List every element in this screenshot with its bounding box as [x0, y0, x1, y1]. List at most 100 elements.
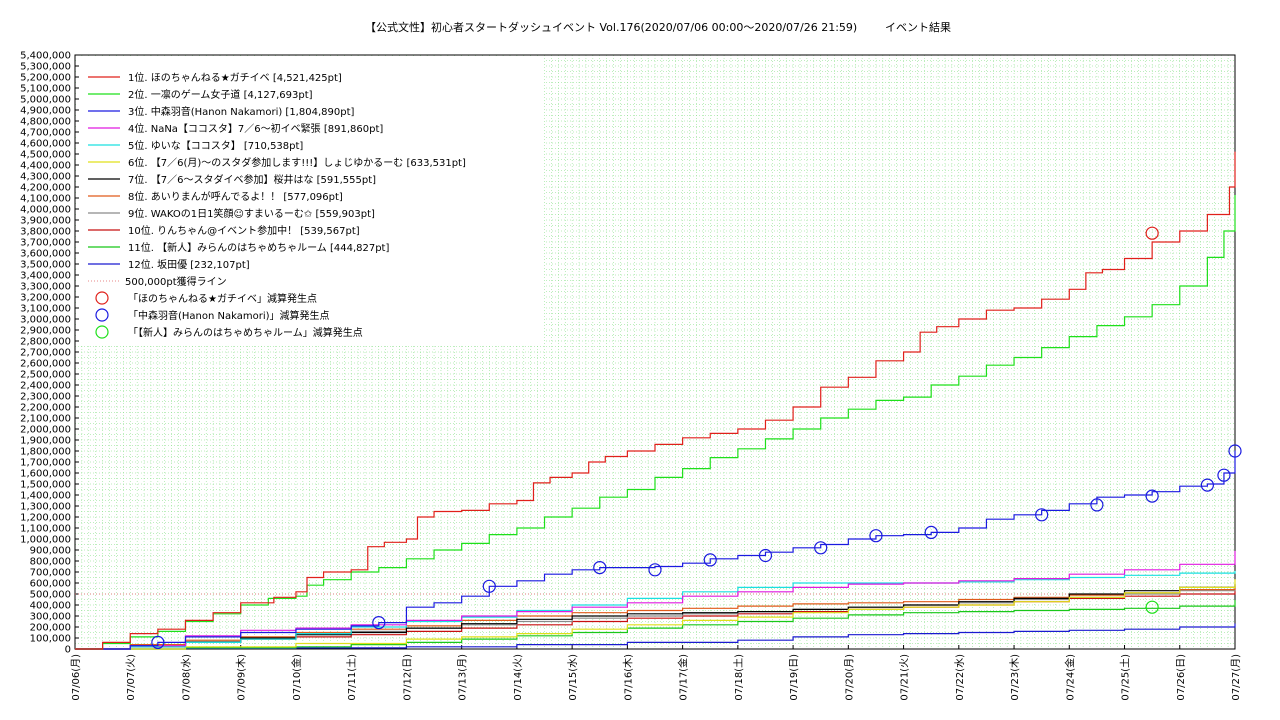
x-tick-label: 07/22(水)	[954, 654, 966, 701]
y-tick-label: 2,700,000	[20, 348, 71, 359]
deduction-marker	[593, 560, 607, 575]
legend-label: 「中森羽音(Hanon Nakamori)」減算発生点	[128, 309, 330, 322]
legend-label: 7位. 【7／6〜スタダイベ参加】桜井はな [591,555pt]	[128, 173, 376, 186]
y-tick-label: 3,500,000	[20, 260, 71, 271]
y-tick-label: 2,300,000	[20, 392, 71, 403]
plot-area: 0100,000200,000300,000400,000500,000600,…	[20, 51, 1242, 701]
deduction-marker	[703, 553, 717, 567]
y-tick-label: 4,500,000	[20, 150, 71, 161]
y-tick-label: 5,200,000	[20, 73, 71, 84]
y-tick-label: 4,000,000	[20, 205, 71, 216]
x-tick-label: 07/11(土)	[345, 654, 358, 701]
deduction-marker	[1200, 478, 1214, 492]
y-tick-label: 3,700,000	[20, 238, 71, 249]
y-tick-label: 2,400,000	[20, 381, 71, 392]
deduction-marker	[482, 579, 496, 593]
deduction-marker	[1228, 444, 1242, 458]
y-tick-label: 3,100,000	[20, 304, 71, 315]
deduction-marker	[1090, 498, 1104, 512]
y-tick-label: 3,900,000	[20, 216, 71, 227]
y-tick-label: 2,900,000	[20, 326, 71, 337]
deduction-marker	[1145, 600, 1159, 614]
legend-label: 10位. りんちゃん@イベント参加中！ [539,567pt]	[128, 224, 360, 237]
x-tick-label: 07/15(水)	[567, 654, 579, 701]
y-tick-label: 5,400,000	[20, 51, 71, 62]
y-tick-label: 0	[65, 645, 71, 656]
deduction-marker	[758, 548, 773, 563]
deduction-marker	[1145, 226, 1159, 240]
y-tick-label: 2,200,000	[20, 403, 71, 414]
y-tick-label: 4,700,000	[20, 128, 71, 139]
y-tick-label: 4,200,000	[20, 183, 71, 194]
x-tick-label: 07/20(月)	[843, 654, 855, 701]
y-tick-label: 3,200,000	[20, 293, 71, 304]
y-tick-label: 900,000	[30, 546, 71, 557]
chart-title: 【公式文性】初心者スタートダッシュイベント Vol.176(2020/07/06…	[365, 20, 857, 34]
y-tick-label: 4,600,000	[20, 139, 71, 150]
x-tick-label: 07/23(木)	[1009, 654, 1021, 701]
x-tick-label: 07/09(木)	[236, 654, 248, 701]
y-tick-label: 400,000	[30, 601, 71, 612]
y-tick-label: 600,000	[30, 579, 71, 590]
x-tick-label: 07/06(月)	[70, 654, 82, 701]
x-tick-label: 07/24(金)	[1063, 654, 1076, 701]
y-tick-label: 1,000,000	[20, 535, 71, 546]
legend-label: 500,000pt獲得ライン	[125, 275, 227, 288]
legend-box	[76, 56, 544, 346]
legend-label: 6位. 【7／6(月)〜のスタダ参加します!!!】しょじゆかるーむ [633,5…	[128, 156, 466, 169]
deduction-marker	[924, 525, 938, 540]
y-tick-label: 4,400,000	[20, 161, 71, 172]
x-tick-label: 07/27(月)	[1230, 654, 1242, 701]
y-tick-label: 5,100,000	[20, 84, 71, 95]
legend-label: 8位. あいりまんが呼んでるよ！！ [577,096pt]	[128, 190, 343, 203]
chart-subtitle: イベント結果	[885, 20, 951, 34]
legend-label: 2位. 一凛のゲーム女子道 [4,127,693pt]	[128, 88, 313, 101]
deduction-marker	[1035, 508, 1049, 522]
x-tick-label: 07/26(日)	[1176, 654, 1187, 701]
y-tick-label: 1,300,000	[20, 502, 71, 513]
y-tick-label: 100,000	[30, 634, 71, 645]
y-tick-label: 200,000	[30, 623, 71, 634]
x-tick-label: 07/08(水)	[180, 654, 192, 701]
deduction-marker	[372, 615, 386, 630]
y-tick-label: 3,400,000	[20, 271, 71, 282]
deduction-marker	[814, 541, 828, 555]
y-tick-label: 1,400,000	[20, 491, 71, 502]
y-tick-label: 5,000,000	[20, 95, 71, 106]
y-tick-label: 2,600,000	[20, 359, 71, 370]
legend-label: 5位. ゆいな【ココスタ】 [710,538pt]	[128, 139, 303, 152]
y-tick-label: 2,500,000	[20, 370, 71, 381]
deduction-marker	[869, 529, 883, 543]
deduction-marker	[648, 563, 662, 577]
y-tick-label: 3,600,000	[20, 249, 71, 260]
y-tick-label: 2,100,000	[20, 414, 71, 425]
y-tick-label: 4,800,000	[20, 117, 71, 128]
series-line	[75, 194, 1236, 650]
legend-marker	[95, 308, 109, 322]
y-tick-label: 4,900,000	[20, 106, 71, 117]
y-tick-label: 1,100,000	[20, 524, 71, 535]
y-tick-label: 3,000,000	[20, 315, 71, 326]
x-tick-label: 07/12(日)	[402, 654, 413, 701]
y-tick-label: 1,600,000	[20, 469, 71, 480]
y-tick-label: 1,800,000	[20, 447, 71, 458]
legend-label: 「ほのちゃんねる★ガチイベ」減算発生点	[128, 292, 317, 305]
legend-marker	[95, 291, 109, 305]
x-tick-label: 07/13(月)	[457, 654, 469, 701]
series-line	[75, 579, 1236, 650]
y-tick-label: 1,500,000	[20, 480, 71, 491]
series-line	[75, 151, 1236, 650]
legend-label: 1位. ほのちゃんねる★ガチイベ [4,521,425pt]	[128, 71, 342, 84]
y-tick-label: 1,200,000	[20, 513, 71, 524]
x-tick-label: 07/19(日)	[789, 654, 800, 701]
legend-marker	[95, 325, 109, 339]
x-tick-label: 07/18(土)	[732, 654, 745, 701]
series-line	[75, 600, 1236, 650]
y-tick-label: 700,000	[30, 568, 71, 579]
x-tick-label: 07/07(火)	[125, 654, 137, 701]
deduction-marker	[1217, 468, 1231, 482]
x-tick-label: 07/10(金)	[290, 654, 303, 701]
legend-label: 9位. WAKOの1日1笑顔☺すまいるーむ✩ [559,903pt]	[128, 207, 375, 220]
x-tick-label: 07/21(火)	[899, 654, 911, 701]
